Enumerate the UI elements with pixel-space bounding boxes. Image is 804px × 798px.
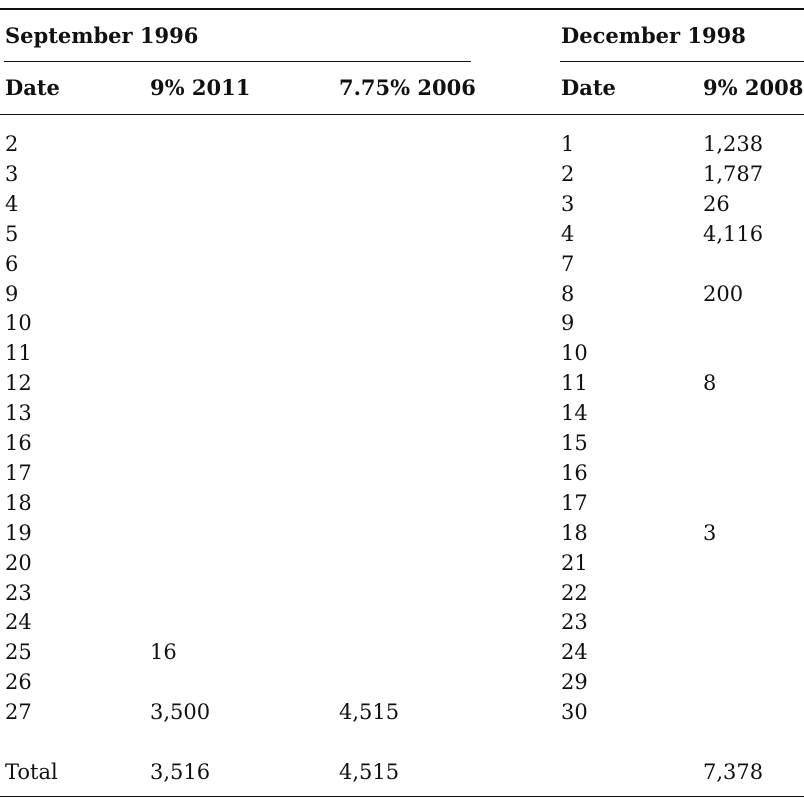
table-cell-date-1996: 27 <box>5 700 32 724</box>
table-cell-date-1998: 29 <box>561 670 588 694</box>
table-cell-date-1998: 18 <box>561 521 588 545</box>
table-cell-date-1998: 21 <box>561 551 588 575</box>
table-cell-date-1996: 12 <box>5 371 32 395</box>
table-cell-date-1998: 2 <box>561 162 575 186</box>
table-cell-date-1996: 2 <box>5 132 19 156</box>
header-bottom-rule <box>0 114 804 115</box>
table-cell-date-1996: 25 <box>5 640 32 664</box>
table-cell-date-1998: 24 <box>561 640 588 664</box>
table-cell-date-1996: 9 <box>5 282 19 306</box>
table-cell-date-1996: 23 <box>5 581 32 605</box>
table-cell-date-1996: 6 <box>5 252 19 276</box>
table-cell-date-1996: 20 <box>5 551 32 575</box>
table-cell-date-1998: 17 <box>561 491 588 515</box>
table-cell-date-1998: 11 <box>561 371 588 395</box>
group-header-december-1998: December 1998 <box>561 23 746 48</box>
group-span-rule-right <box>560 61 804 62</box>
table-cell-date-1998: 7 <box>561 252 575 276</box>
table-cell-9pct-2008: 26 <box>703 192 730 216</box>
table-cell-date-1996: 5 <box>5 222 19 246</box>
column-header-9pct-2011: 9% 2011 <box>150 75 251 100</box>
table-cell-date-1996: 4 <box>5 192 19 216</box>
column-header-date-1998: Date <box>561 75 616 100</box>
total-cell-9pct-2008: 7,378 <box>703 760 764 784</box>
table-cell-9pct-2011: 3,500 <box>150 700 211 724</box>
table-cell-date-1998: 3 <box>561 192 575 216</box>
table-cell-9pct-2008: 3 <box>703 521 717 545</box>
table-cell-9pct-2008: 1,787 <box>703 162 764 186</box>
table-cell-date-1998: 14 <box>561 401 588 425</box>
table-cell-date-1996: 16 <box>5 431 32 455</box>
table-cell-date-1998: 23 <box>561 610 588 634</box>
table-cell-9pct-2008: 8 <box>703 371 717 395</box>
table-cell-9pct-2008: 200 <box>703 282 744 306</box>
table-cell-775pct-2006: 4,515 <box>339 700 400 724</box>
table-bottom-rule <box>0 796 804 797</box>
table-cell-date-1998: 30 <box>561 700 588 724</box>
group-header-september-1996: September 1996 <box>5 23 199 48</box>
table-cell-date-1996: 13 <box>5 401 32 425</box>
total-cell-775pct-2006: 4,515 <box>339 760 400 784</box>
table-cell-date-1998: 1 <box>561 132 575 156</box>
table-cell-date-1998: 15 <box>561 431 588 455</box>
column-header-775pct-2006: 7.75% 2006 <box>339 75 476 100</box>
table-cell-date-1998: 8 <box>561 282 575 306</box>
table-cell-date-1996: 17 <box>5 461 32 485</box>
table-cell-9pct-2011: 16 <box>150 640 177 664</box>
total-cell-9pct-2011: 3,516 <box>150 760 211 784</box>
table-cell-date-1996: 18 <box>5 491 32 515</box>
table-cell-date-1996: 26 <box>5 670 32 694</box>
table-cell-date-1996: 24 <box>5 610 32 634</box>
table-cell-date-1998: 16 <box>561 461 588 485</box>
column-header-9pct-2008: 9% 2008 <box>703 75 804 100</box>
table-cell-9pct-2008: 1,238 <box>703 132 764 156</box>
table-cell-date-1996: 10 <box>5 311 32 335</box>
table-cell-date-1998: 10 <box>561 341 588 365</box>
table-top-rule <box>0 8 804 10</box>
table-cell-date-1996: 3 <box>5 162 19 186</box>
column-header-date-1996: Date <box>5 75 60 100</box>
total-label: Total <box>5 760 58 784</box>
group-span-rule-left <box>4 61 471 62</box>
table-cell-date-1998: 4 <box>561 222 575 246</box>
table-cell-9pct-2008: 4,116 <box>703 222 764 246</box>
table-cell-date-1996: 19 <box>5 521 32 545</box>
table-cell-date-1998: 9 <box>561 311 575 335</box>
table-cell-date-1998: 22 <box>561 581 588 605</box>
table-cell-date-1996: 11 <box>5 341 32 365</box>
